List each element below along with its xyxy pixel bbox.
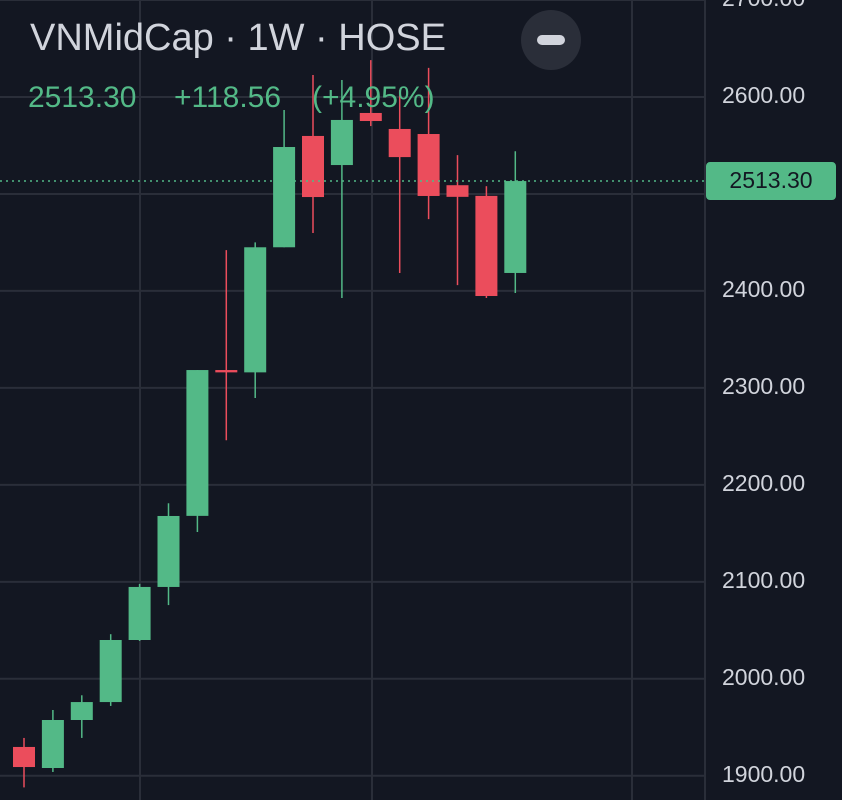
candle-body	[302, 135, 324, 198]
candle-body	[359, 112, 382, 122]
change-percent: (+4.95%)	[312, 81, 435, 114]
last-price-badge	[706, 162, 836, 201]
collapse-button[interactable]	[521, 10, 581, 70]
candle-body	[388, 128, 411, 158]
candle-body	[417, 134, 440, 196]
y-tick-label: 2200.00	[722, 470, 805, 496]
candle-body	[99, 640, 122, 703]
candle-body	[13, 746, 35, 768]
candle-body	[215, 370, 238, 373]
y-tick-label: 2100.00	[722, 567, 805, 593]
y-tick-label: 2400.00	[722, 276, 805, 302]
candle-body	[244, 247, 267, 373]
y-tick-label: 2600.00	[722, 82, 805, 108]
candle-body	[128, 586, 151, 640]
candle-body	[273, 147, 296, 248]
candle-body	[475, 195, 498, 297]
y-tick-label: 2700.00	[722, 0, 805, 11]
last-price-badge-label: 2513.30	[729, 167, 812, 193]
y-tick-label: 2000.00	[722, 664, 805, 690]
y-tick-label: 2300.00	[722, 373, 805, 399]
price-axis: 1900.00 2000.00 2100.00 2200.00 2300.00 2400.…	[706, 0, 836, 787]
candle-body	[186, 370, 209, 516]
candle-body	[330, 119, 353, 166]
minus-icon	[537, 35, 565, 45]
chart-title: VNMidCap · 1W · HOSE	[30, 17, 446, 59]
last-price: 2513.30	[28, 81, 136, 114]
candle-body	[41, 720, 64, 768]
candle-body	[70, 702, 93, 720]
candles	[0, 60, 705, 788]
y-tick-label: 1900.00	[722, 761, 805, 787]
candle-body	[157, 515, 180, 587]
change: +118.56	[174, 81, 281, 114]
candle-body	[446, 185, 469, 197]
grid	[0, 0, 705, 800]
candle-body	[504, 181, 527, 273]
